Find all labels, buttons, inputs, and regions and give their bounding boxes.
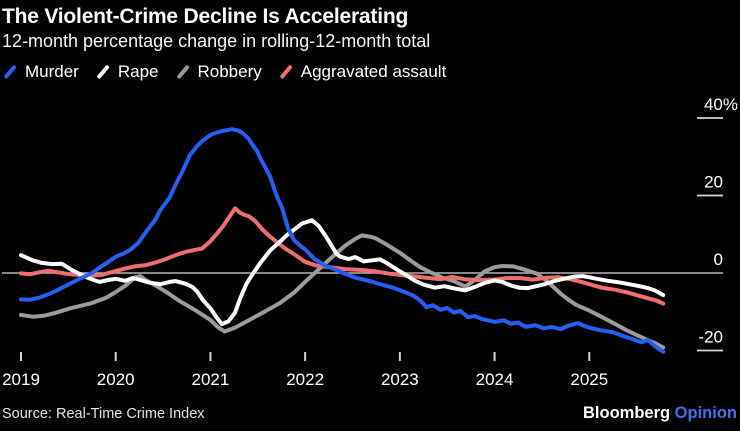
legend-item-robbery: Robbery <box>175 62 262 82</box>
source-note: Source: Real-Time Crime Index <box>2 406 205 422</box>
line-robbery <box>19 233 666 350</box>
x-axis-label: 2020 <box>97 370 135 389</box>
x-axis-label: 2019 <box>2 370 40 389</box>
x-axis-label: 2023 <box>381 370 419 389</box>
legend-label-murder: Murder <box>25 62 79 81</box>
x-axis-label: 2024 <box>476 370 514 389</box>
x-axis-label: 2025 <box>570 370 608 389</box>
y-axis-label: -20 <box>698 328 723 347</box>
murder-line-swatch-icon <box>3 64 17 80</box>
bloomberg-opinion-logo: Bloomberg Opinion <box>583 404 737 423</box>
y-axis-label: 0 <box>714 250 723 269</box>
chart-subtitle: 12-month percentage change in rolling-12… <box>2 31 431 51</box>
y-axis-label: 20 <box>704 173 723 192</box>
legend-label-aggravated-assault: Aggravated assault <box>300 62 447 81</box>
logo-bloomberg: Bloomberg <box>582 404 671 422</box>
x-axis-label: 2022 <box>286 370 324 389</box>
legend-label-robbery: Robbery <box>197 62 262 81</box>
logo-opinion: Opinion <box>674 404 737 422</box>
legend-label-rape: Rape <box>117 62 159 81</box>
legend: Murder Rape Robbery Aggravated assault <box>2 62 446 82</box>
rape-line-swatch-icon <box>96 64 110 80</box>
robbery-line-swatch-icon <box>175 64 190 80</box>
line-aggravated-assault <box>19 206 666 306</box>
line-rape <box>19 218 666 327</box>
legend-item-rape: Rape <box>95 62 159 82</box>
legend-item-murder: Murder <box>2 62 79 82</box>
legend-item-aggravated-assault: Aggravated assault <box>278 62 447 82</box>
x-axis-label: 2021 <box>192 370 230 389</box>
y-axis-label: 40% <box>704 95 738 114</box>
chart-title: The Violent-Crime Decline Is Acceleratin… <box>2 5 409 28</box>
aggravated-assault-line-swatch-icon <box>279 64 293 80</box>
line-murder <box>19 127 666 354</box>
